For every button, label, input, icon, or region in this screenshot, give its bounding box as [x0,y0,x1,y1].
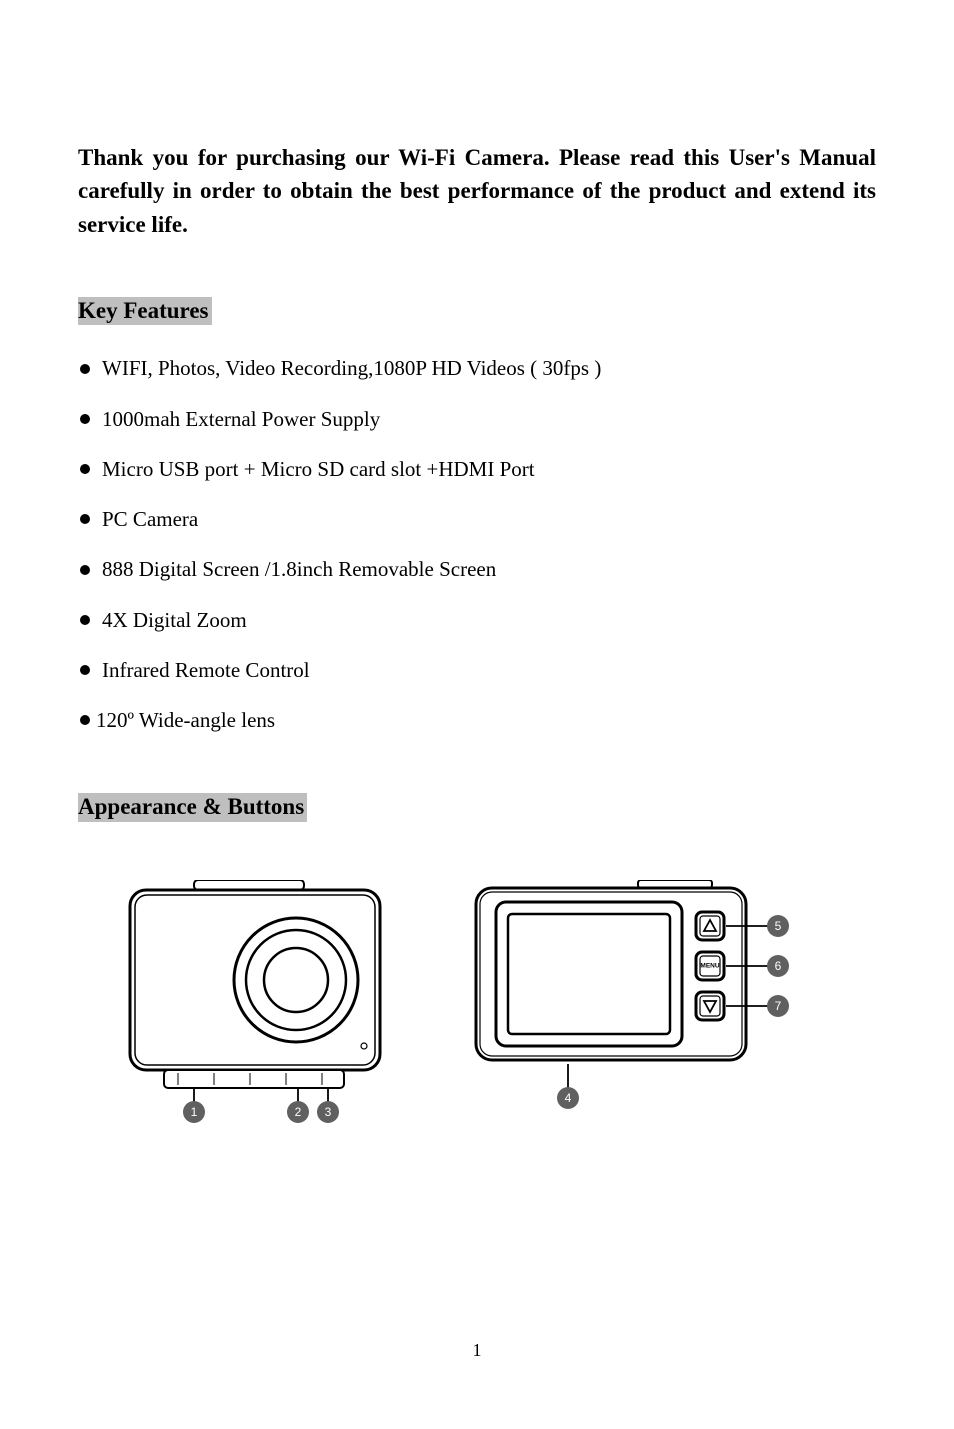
back-view-diagram: MENU 4 5 6 7 [468,880,803,1130]
svg-text:4: 4 [565,1091,572,1105]
diagrams-row: 1 2 3 MENU 4 5 6 7 [78,880,876,1130]
svg-text:6: 6 [775,959,782,973]
features-list: WIFI, Photos, Video Recording,1080P HD V… [78,355,876,733]
svg-text:2: 2 [295,1105,302,1119]
feature-text: PC Camera [102,506,198,532]
key-features-section: Key Features WIFI, Photos, Video Recordi… [78,297,876,733]
feature-text: WIFI, Photos, Video Recording,1080P HD V… [102,355,601,381]
bullet-icon [80,464,90,474]
bullet-icon [80,414,90,424]
bullet-icon [80,364,90,374]
appearance-heading: Appearance & Buttons [78,793,307,821]
svg-text:7: 7 [775,999,782,1013]
bullet-icon [80,715,90,725]
feature-item: PC Camera [78,506,876,532]
svg-text:3: 3 [325,1105,332,1119]
feature-text: Micro USB port + Micro SD card slot +HDM… [102,456,535,482]
feature-text: Infrared Remote Control [102,657,310,683]
manual-page: Thank you for purchasing our Wi-Fi Camer… [0,0,954,1429]
feature-item: 888 Digital Screen /1.8inch Removable Sc… [78,556,876,582]
feature-text: 1000mah External Power Supply [102,406,380,432]
feature-item: Micro USB port + Micro SD card slot +HDM… [78,456,876,482]
front-view-diagram: 1 2 3 [118,880,398,1130]
feature-item: 1000mah External Power Supply [78,406,876,432]
svg-text:5: 5 [775,919,782,933]
feature-item: 120º Wide-angle lens [78,707,876,733]
intro-paragraph: Thank you for purchasing our Wi-Fi Camer… [78,141,876,241]
appearance-section: Appearance & Buttons 1 2 3 MENU 4 5 6 7 [78,793,876,1129]
page-number: 1 [0,1340,954,1361]
feature-item: Infrared Remote Control [78,657,876,683]
feature-text: 120º Wide-angle lens [96,707,275,733]
feature-text: 4X Digital Zoom [102,607,247,633]
bullet-icon [80,665,90,675]
bullet-icon [80,514,90,524]
feature-text: 888 Digital Screen /1.8inch Removable Sc… [102,556,496,582]
bullet-icon [80,565,90,575]
feature-item: WIFI, Photos, Video Recording,1080P HD V… [78,355,876,381]
svg-text:1: 1 [191,1105,198,1119]
bullet-icon [80,615,90,625]
svg-text:MENU: MENU [700,962,719,969]
feature-item: 4X Digital Zoom [78,607,876,633]
key-features-heading: Key Features [78,297,212,325]
